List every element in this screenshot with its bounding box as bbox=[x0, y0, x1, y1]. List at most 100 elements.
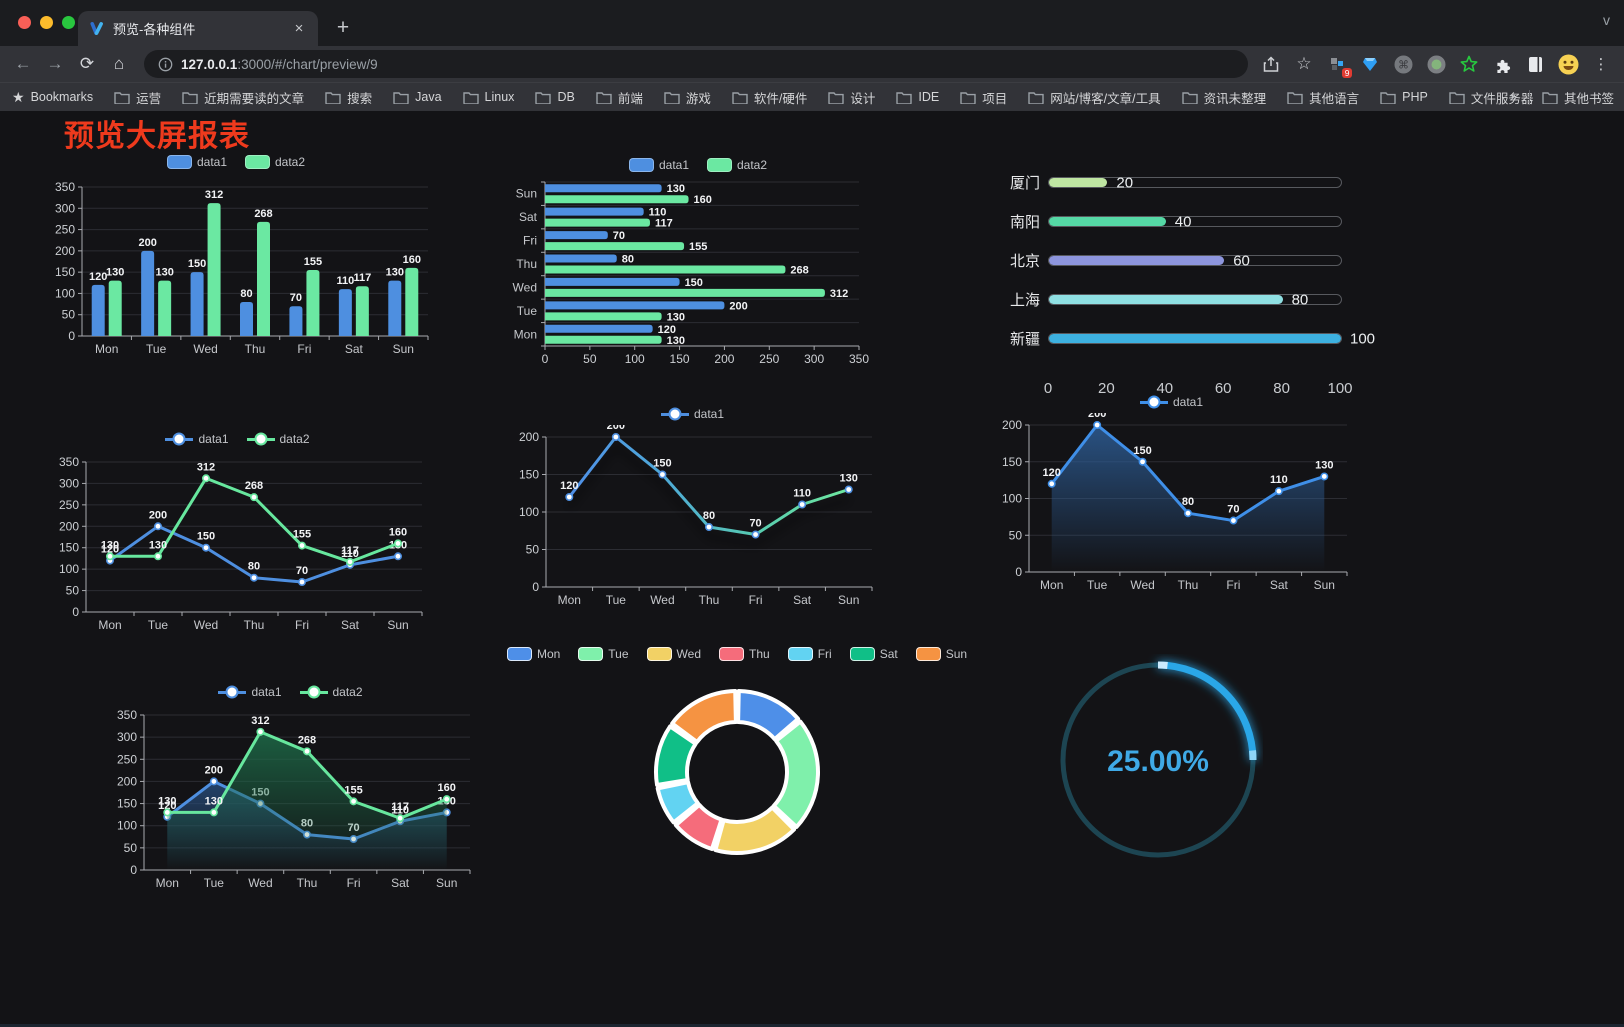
legend-item[interactable]: data1 bbox=[628, 158, 689, 172]
legend-label: data1 bbox=[658, 158, 689, 172]
avatar-emoji-icon[interactable] bbox=[1557, 53, 1579, 75]
legend-item[interactable]: Sun bbox=[915, 647, 967, 661]
legend-item[interactable]: data2 bbox=[299, 685, 363, 699]
tab-strip-chevron-icon[interactable]: v bbox=[1603, 12, 1610, 28]
reload-button[interactable]: ⟳ bbox=[79, 54, 95, 73]
browser-menu-icon[interactable]: ⋮ bbox=[1593, 56, 1609, 73]
bookmark-item[interactable]: 近期需要读的文章 bbox=[182, 88, 304, 107]
bookmark-item[interactable]: 设计 bbox=[828, 88, 875, 107]
reading-list-icon[interactable] bbox=[1524, 53, 1546, 75]
legend-item[interactable]: Thu bbox=[719, 647, 770, 661]
bookmark-item[interactable]: DB bbox=[535, 88, 575, 107]
legend-item[interactable]: data1 bbox=[166, 155, 227, 169]
folder-icon bbox=[1449, 91, 1465, 104]
bookmark-item[interactable]: 项目 bbox=[960, 88, 1007, 107]
legend-item[interactable]: data1 bbox=[660, 407, 724, 421]
close-window-button[interactable] bbox=[18, 16, 31, 29]
horizontal-bar-chart[interactable]: data1 data2 0 50 100 150 200 250 300 350 Sun Sat Fri… bbox=[503, 154, 893, 376]
puzzle-extensions-icon[interactable] bbox=[1491, 53, 1513, 75]
gauge-canvas[interactable]: 25.00% bbox=[1053, 654, 1263, 866]
bookmark-item[interactable]: 搜索 bbox=[325, 88, 372, 107]
bookmark-item[interactable]: 资讯未整理 bbox=[1181, 88, 1266, 107]
gradient-line-chart[interactable]: data1 0 50 100 150 200 Mon Tue Wed Thu Fri Sat Sun 12… bbox=[500, 403, 885, 620]
legend-item[interactable]: data1 bbox=[218, 685, 282, 699]
bookmark-item[interactable]: 前端 bbox=[596, 88, 643, 107]
progress-row[interactable]: 上海 80 bbox=[985, 280, 1365, 319]
svg-text:312: 312 bbox=[830, 288, 848, 300]
bar-chart-canvas[interactable]: 0 50 100 150 200 250 300 350 Mon Tue Wed Thu Fri Sat S… bbox=[36, 173, 436, 368]
blocks-extension-icon[interactable]: 9 bbox=[1326, 53, 1352, 78]
horizontal-bar-chart-canvas[interactable]: 0 50 100 150 200 250 300 350 Sun Sat Fri Thu Wed Tue M… bbox=[503, 176, 893, 376]
progress-label: 上海 bbox=[1009, 292, 1040, 309]
progress-row[interactable]: 厦门 20 bbox=[985, 163, 1365, 202]
line-chart-canvas[interactable]: 0 50 100 150 200 Mon Tue Wed Thu Fri Sat Sun 120 200 1… bbox=[983, 408, 1360, 605]
command-extension-icon[interactable]: ⌘ bbox=[1392, 53, 1414, 75]
progress-value: 20 bbox=[1116, 174, 1134, 191]
share-icon[interactable] bbox=[1260, 53, 1282, 75]
svg-text:80: 80 bbox=[622, 254, 634, 266]
donut-chart-canvas[interactable] bbox=[552, 665, 922, 869]
green-star-extension-icon[interactable] bbox=[1458, 53, 1480, 75]
minimize-window-button[interactable] bbox=[40, 16, 53, 29]
bookmark-item[interactable]: 网站/博客/文章/工具 bbox=[1028, 88, 1161, 107]
bookmark-item[interactable]: 其他语言 bbox=[1287, 88, 1359, 107]
progress-bars-chart[interactable]: 厦门 20 南阳 40 北京 60 上海 80 新疆 100 0 20 40 60 80 100 bbox=[985, 156, 1375, 397]
svg-text:120: 120 bbox=[158, 800, 176, 812]
site-info-icon[interactable] bbox=[158, 57, 173, 72]
two-series-line-chart[interactable]: data1 data2 0 50 100 150 200 250 300 350 Mon Tue Wed… bbox=[40, 428, 435, 645]
legend-item[interactable]: Mon bbox=[506, 647, 560, 661]
browser-tab[interactable]: 预览-各种组件 × bbox=[78, 11, 318, 46]
forward-button[interactable]: → bbox=[46, 54, 64, 73]
bookmarks-overflow-chevron[interactable]: » bbox=[1510, 90, 1517, 104]
legend-item[interactable]: data1 bbox=[1139, 395, 1203, 409]
legend-item[interactable]: data2 bbox=[707, 158, 767, 172]
area-line-chart[interactable]: data1 0 50 100 150 200 Mon Tue Wed Thu Fri Sat Sun 12… bbox=[983, 391, 1360, 605]
svg-text:200: 200 bbox=[59, 519, 79, 533]
address-bar[interactable]: 127.0.0.1:3000/#/chart/preview/9 bbox=[144, 50, 1248, 78]
progress-row[interactable]: 新疆 100 bbox=[985, 319, 1375, 358]
bookmark-item[interactable]: 游戏 bbox=[664, 88, 711, 107]
stacked-area-line-chart[interactable]: data1 data2 0 50 100 150 200 250 300 350 Mon Tue Wed… bbox=[98, 681, 483, 903]
bookmark-item[interactable]: 文件服务器 bbox=[1449, 88, 1533, 107]
bookmark-label: Java bbox=[415, 90, 442, 104]
pie-slice-Sun bbox=[670, 689, 738, 745]
legend-item[interactable]: data1 bbox=[165, 432, 229, 446]
progress-row[interactable]: 南阳 40 bbox=[985, 202, 1365, 241]
axis-tick-label: 20 bbox=[1098, 380, 1115, 397]
bookmark-item[interactable]: Linux bbox=[462, 88, 514, 107]
legend-item[interactable]: Fri bbox=[787, 647, 832, 661]
home-button[interactable]: ⌂ bbox=[113, 54, 125, 73]
legend-item[interactable]: data2 bbox=[246, 432, 310, 446]
progress-row[interactable]: 北京 60 bbox=[985, 241, 1365, 280]
svg-text:Mon: Mon bbox=[95, 342, 118, 356]
bookmark-item[interactable]: 运营 bbox=[114, 88, 161, 107]
line-chart-canvas[interactable]: 0 50 100 150 200 250 300 350 Mon Tue Wed Thu Fri Sat S… bbox=[98, 703, 483, 903]
legend-item[interactable]: data2 bbox=[245, 155, 305, 169]
other-bookmarks-folder[interactable]: 其他书签 bbox=[1542, 88, 1614, 107]
line-chart-canvas[interactable]: 0 50 100 150 200 Mon Tue Wed Thu Fri Sat Sun 120 200 1… bbox=[500, 420, 885, 620]
svg-text:312: 312 bbox=[251, 715, 269, 727]
legend-item[interactable]: Tue bbox=[578, 647, 629, 661]
back-button[interactable]: ← bbox=[14, 54, 32, 73]
circular-progress-gauge[interactable]: 25.00% bbox=[1053, 654, 1263, 866]
legend-item[interactable]: Sat bbox=[849, 647, 898, 661]
chart-legend: data1 data2 bbox=[98, 681, 483, 703]
dot-extension-icon[interactable] bbox=[1425, 53, 1447, 75]
bookmark-star-icon[interactable]: ☆ bbox=[1296, 54, 1312, 73]
gem-extension-icon[interactable] bbox=[1359, 53, 1381, 75]
legend-item[interactable]: Wed bbox=[646, 647, 701, 661]
tab-close-button[interactable]: × bbox=[294, 19, 304, 37]
new-tab-button[interactable]: + bbox=[336, 16, 350, 39]
line-chart-canvas[interactable]: 0 50 100 150 200 250 300 350 Mon Tue Wed Thu Fri Sat S… bbox=[40, 450, 435, 645]
bookmarks-manager-item[interactable]: ★ Bookmarks bbox=[12, 89, 93, 106]
bookmark-item[interactable]: IDE bbox=[896, 88, 939, 107]
bookmark-item[interactable]: 软件/硬件 bbox=[732, 88, 807, 107]
svg-text:160: 160 bbox=[403, 254, 421, 266]
zoom-window-button[interactable] bbox=[62, 16, 75, 29]
donut-chart[interactable]: Mon Tue Wed Thu Fri Sat Sun bbox=[506, 643, 967, 871]
svg-text:Sat: Sat bbox=[1270, 578, 1289, 592]
grouped-bar-chart[interactable]: data1 data2 0 50 100 150 200 250 300 350 Mon Tue Wed… bbox=[36, 151, 436, 368]
bookmark-item[interactable]: PHP bbox=[1380, 88, 1428, 107]
bookmark-item[interactable]: Java bbox=[393, 88, 442, 107]
svg-text:350: 350 bbox=[849, 352, 869, 366]
